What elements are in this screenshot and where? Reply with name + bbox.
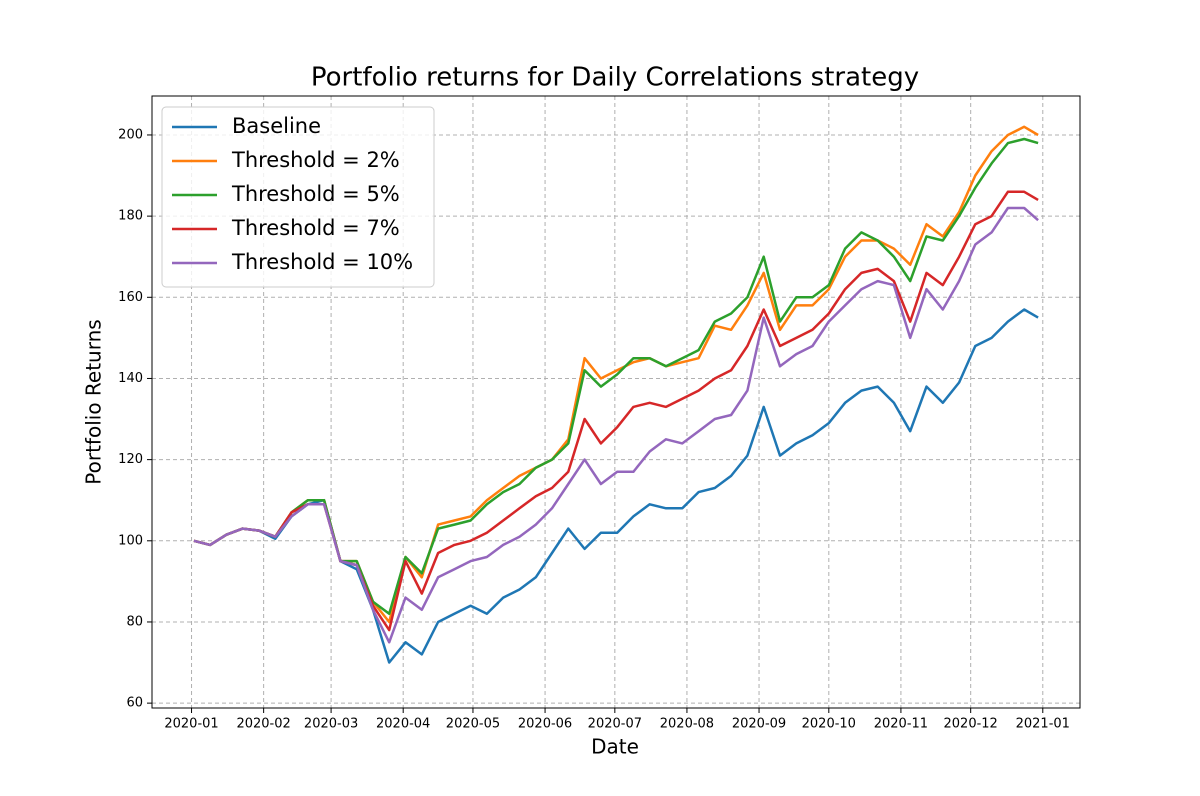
legend-label: Threshold = 7% bbox=[231, 216, 400, 240]
y-tick-label: 120 bbox=[118, 452, 143, 467]
y-tick-label: 80 bbox=[126, 614, 143, 629]
legend-label: Threshold = 10% bbox=[231, 250, 413, 274]
x-tick-label: 2020-05 bbox=[446, 717, 500, 732]
legend-label: Threshold = 5% bbox=[231, 182, 400, 206]
plot-frame bbox=[151, 95, 1081, 709]
x-tick-label: 2020-07 bbox=[588, 717, 642, 732]
x-tick-label: 2021-01 bbox=[1016, 717, 1070, 732]
x-tick-label: 2020-09 bbox=[732, 717, 786, 732]
legend-label: Threshold = 2% bbox=[231, 148, 400, 172]
chart-title: Portfolio returns for Daily Correlations… bbox=[311, 63, 919, 93]
x-tick-label: 2020-08 bbox=[660, 717, 714, 732]
x-tick-label: 2020-04 bbox=[376, 717, 430, 732]
x-tick-label: 2020-06 bbox=[518, 717, 572, 732]
series-line bbox=[193, 308, 1039, 664]
y-tick-label: 200 bbox=[118, 127, 143, 142]
x-tick-label: 2020-11 bbox=[874, 717, 928, 732]
y-tick-label: 160 bbox=[118, 290, 143, 305]
x-tick-label: 2020-10 bbox=[802, 717, 856, 732]
x-tick-label: 2020-12 bbox=[944, 717, 998, 732]
y-tick-label: 180 bbox=[118, 209, 143, 224]
legend-label: Baseline bbox=[232, 114, 321, 138]
y-tick-label: 60 bbox=[126, 696, 143, 711]
x-tick-label: 2020-02 bbox=[236, 717, 290, 732]
series-line bbox=[193, 206, 1039, 644]
legend-box bbox=[161, 106, 435, 288]
y-axis-label: Portfolio Returns bbox=[82, 319, 106, 484]
x-tick-label: 2020-03 bbox=[304, 717, 358, 732]
x-tick-label: 2020-01 bbox=[164, 717, 218, 732]
y-tick-label: 140 bbox=[118, 371, 143, 386]
x-axis-label: Date bbox=[591, 735, 639, 759]
y-tick-label: 100 bbox=[118, 533, 143, 548]
